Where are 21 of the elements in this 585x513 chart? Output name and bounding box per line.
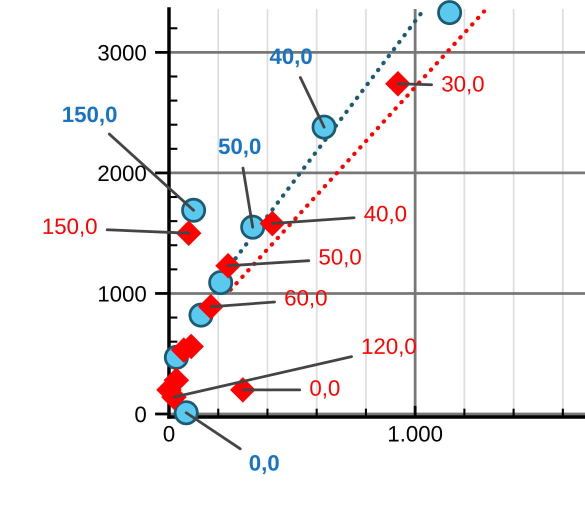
annotation: 150,0 [44,218,97,237]
annotation: 30,0 [442,76,484,94]
annotation: 50,0 [218,138,260,158]
point [437,0,462,26]
annotation: 50,0 [319,248,361,268]
annotation: 60,0 [285,290,327,308]
annotation: 40,0 [270,48,312,68]
point [312,114,337,140]
annotation: 120,0 [362,338,416,357]
point [181,198,206,223]
y-tick-label: 2000 [98,165,146,182]
x-tick-label: 1.000 [389,426,442,442]
annotation: 0,0 [250,455,279,474]
annotation: 0,0 [310,380,340,398]
y-tick-label: 0 [135,406,146,422]
y-tick-label: 1000 [99,286,146,302]
annotation: 40,0 [364,206,406,224]
y-tick-label: 3000 [98,44,146,61]
point [208,270,234,296]
annotation: 150,0 [63,106,117,126]
point [174,400,199,426]
